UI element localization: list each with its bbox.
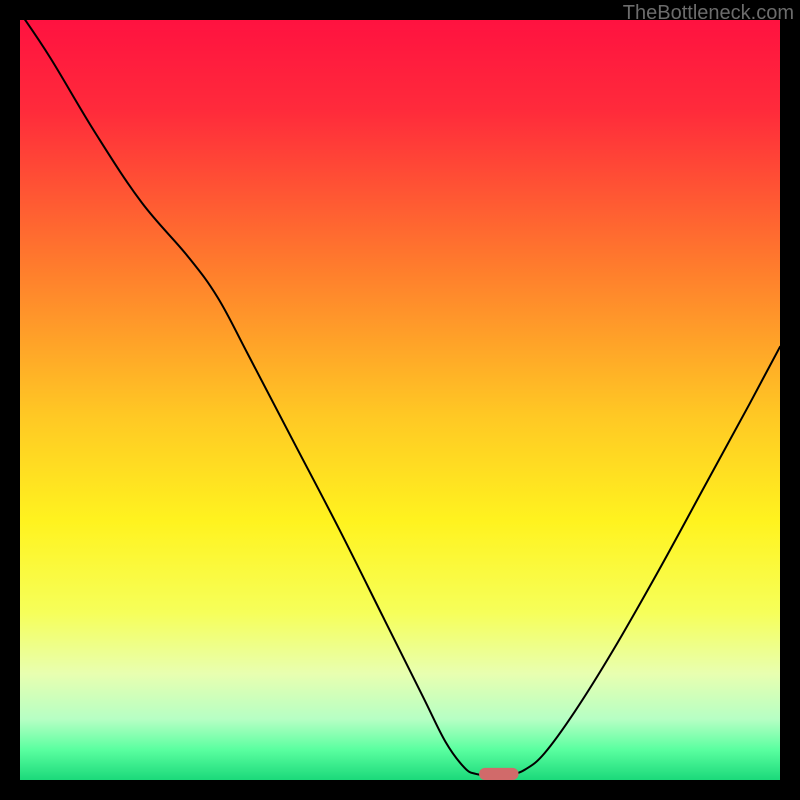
watermark-text: TheBottleneck.com bbox=[623, 2, 794, 25]
bottleneck-curve bbox=[20, 20, 780, 780]
minimum-marker bbox=[479, 768, 519, 780]
chart-frame: TheBottleneck.com bbox=[0, 0, 800, 800]
plot-area bbox=[20, 20, 780, 780]
